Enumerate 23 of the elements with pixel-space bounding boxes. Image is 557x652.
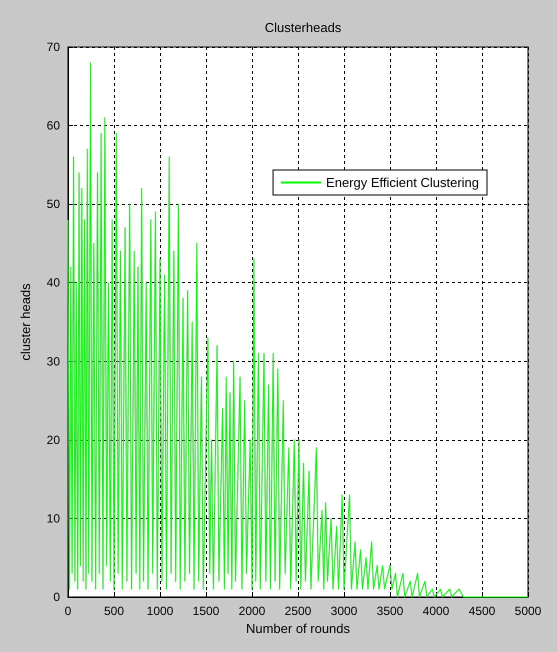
chart-title: Clusterheads [264, 20, 342, 35]
y-tick-label: 40 [46, 276, 60, 290]
x-tick-label: 4000 [422, 604, 450, 618]
x-tick-label: 500 [104, 604, 124, 618]
y-tick-label: 70 [46, 40, 60, 54]
x-tick-label: 3000 [330, 604, 358, 618]
y-tick-label: 0 [53, 590, 60, 604]
x-tick-label: 1500 [192, 604, 220, 618]
x-tick-label: 2000 [238, 604, 266, 618]
y-tick-label: 60 [46, 118, 60, 133]
y-tick-label: 10 [46, 511, 60, 526]
x-tick-label: 5000 [514, 604, 542, 618]
x-tick-label: 2500 [284, 604, 312, 618]
x-tick-label: 3500 [376, 604, 404, 618]
x-tick-label: 4500 [468, 604, 496, 618]
x-tick-label: 0 [64, 604, 72, 618]
y-tick-label: 30 [46, 354, 60, 368]
x-axis-title: Number of rounds [246, 620, 351, 636]
y-tick-label: 50 [46, 197, 60, 212]
legend-label: Energy Efficient Clustering [326, 175, 480, 190]
x-tick-label: 1000 [146, 604, 174, 618]
y-axis-title: cluster heads [18, 282, 33, 361]
y-tick-label: 20 [46, 432, 60, 447]
